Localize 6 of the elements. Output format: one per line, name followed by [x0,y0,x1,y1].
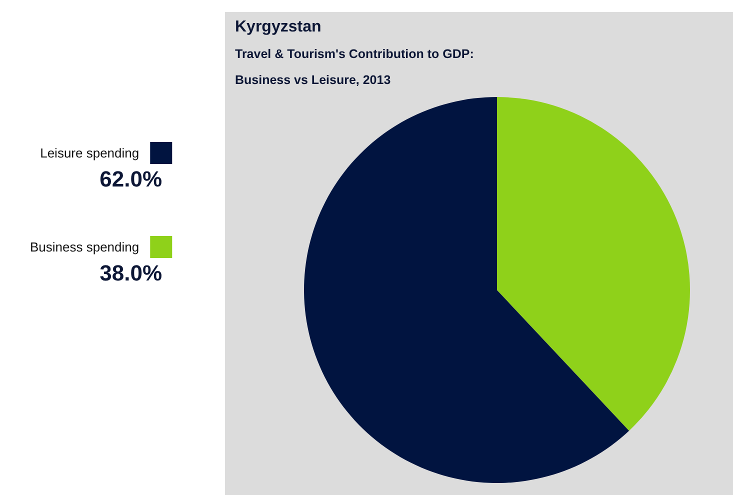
chart-title: Kyrgyzstan [235,18,322,36]
chart-subtitle: Travel & Tourism's Contribution to GDP: Business vs Leisure, 2013 [235,47,474,87]
data-label: 38.0% [100,260,162,286]
legend-label: Leisure spending [40,146,140,160]
data-label: 62.0% [100,166,162,192]
legend-label: Business spending [30,240,140,254]
